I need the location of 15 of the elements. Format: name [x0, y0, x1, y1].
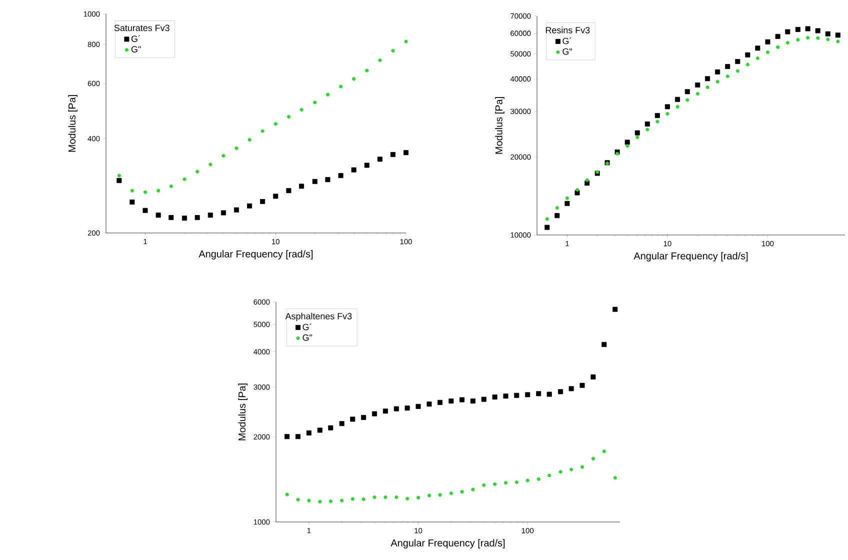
legend-label: G"	[302, 334, 312, 341]
y-axis-title: Modulus [Pa]	[495, 97, 504, 154]
y-axis-title: Modulus [Pa]	[68, 95, 78, 152]
legend-label: G´	[302, 324, 312, 330]
legend-label: G´	[131, 35, 140, 42]
legend-label: G"	[562, 48, 572, 55]
x-axis-title: Angular Frequency [rad/s]	[390, 539, 505, 548]
legend-label: G´	[562, 37, 572, 44]
legend-title: Resins Fv3	[546, 26, 590, 34]
legend-title: Asphaltenes Fv3	[285, 312, 352, 322]
x-axis-title: Angular Frequency [rad/s]	[198, 250, 313, 260]
x-axis-title: Angular Frequency [rad/s]	[634, 252, 748, 262]
legend-title: Saturates Fv3	[114, 24, 170, 32]
y-axis-title: Modulus [Pa]	[238, 384, 248, 440]
legend-label: G"	[131, 46, 141, 52]
